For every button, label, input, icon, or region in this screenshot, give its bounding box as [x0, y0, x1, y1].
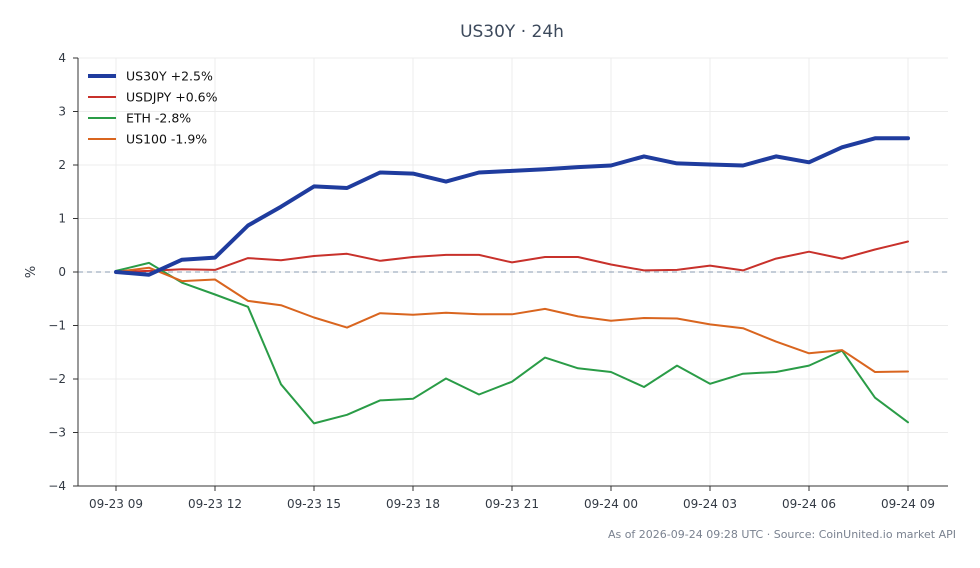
series-line	[115, 266, 909, 373]
x-tick-label: 09-23 09	[89, 497, 143, 511]
y-tick-label: 3	[58, 105, 66, 119]
y-tick-label: −4	[48, 479, 66, 493]
legend-label: USDJPY +0.6%	[126, 90, 218, 105]
legend: US30Y +2.5% USDJPY +0.6% ETH -2.8% US100 -1…	[88, 69, 218, 147]
y-axis-label: %	[24, 266, 39, 278]
legend-label: US100 -1.9%	[126, 132, 207, 147]
source-footer: As of 2026-09-24 09:28 UTC · Source: Coi…	[608, 528, 956, 541]
x-tick-label: 09-23 18	[386, 497, 440, 511]
y-tick-label: 0	[58, 265, 66, 279]
y-tick-label: −3	[48, 426, 66, 440]
x-tick-label: 09-23 15	[287, 497, 341, 511]
y-tick-label: 2	[58, 158, 66, 172]
series-line	[115, 240, 909, 273]
series-line	[114, 136, 910, 277]
y-tick-label: 4	[58, 51, 66, 65]
legend-label: US30Y +2.5%	[126, 69, 213, 84]
x-tick-label: 09-24 09	[881, 497, 935, 511]
y-tick-label: −1	[48, 319, 66, 333]
series-layer	[114, 136, 910, 425]
x-tick-label: 09-24 03	[683, 497, 737, 511]
y-tick-label: −2	[48, 372, 66, 386]
series-line	[115, 261, 909, 425]
x-tick-label: 09-23 21	[485, 497, 539, 511]
axes: 4 3 2 1 0 −1 −2 −3 −4 09-23 09 09-23 12 09-23 15 09-…	[48, 51, 948, 511]
chart-title: US30Y · 24h	[460, 22, 564, 42]
x-tick-label: 09-23 12	[188, 497, 242, 511]
y-tick-label: 1	[58, 212, 66, 226]
x-tick-label: 09-24 06	[782, 497, 836, 511]
x-tick-label: 09-24 00	[584, 497, 638, 511]
legend-label: ETH -2.8%	[126, 111, 191, 126]
